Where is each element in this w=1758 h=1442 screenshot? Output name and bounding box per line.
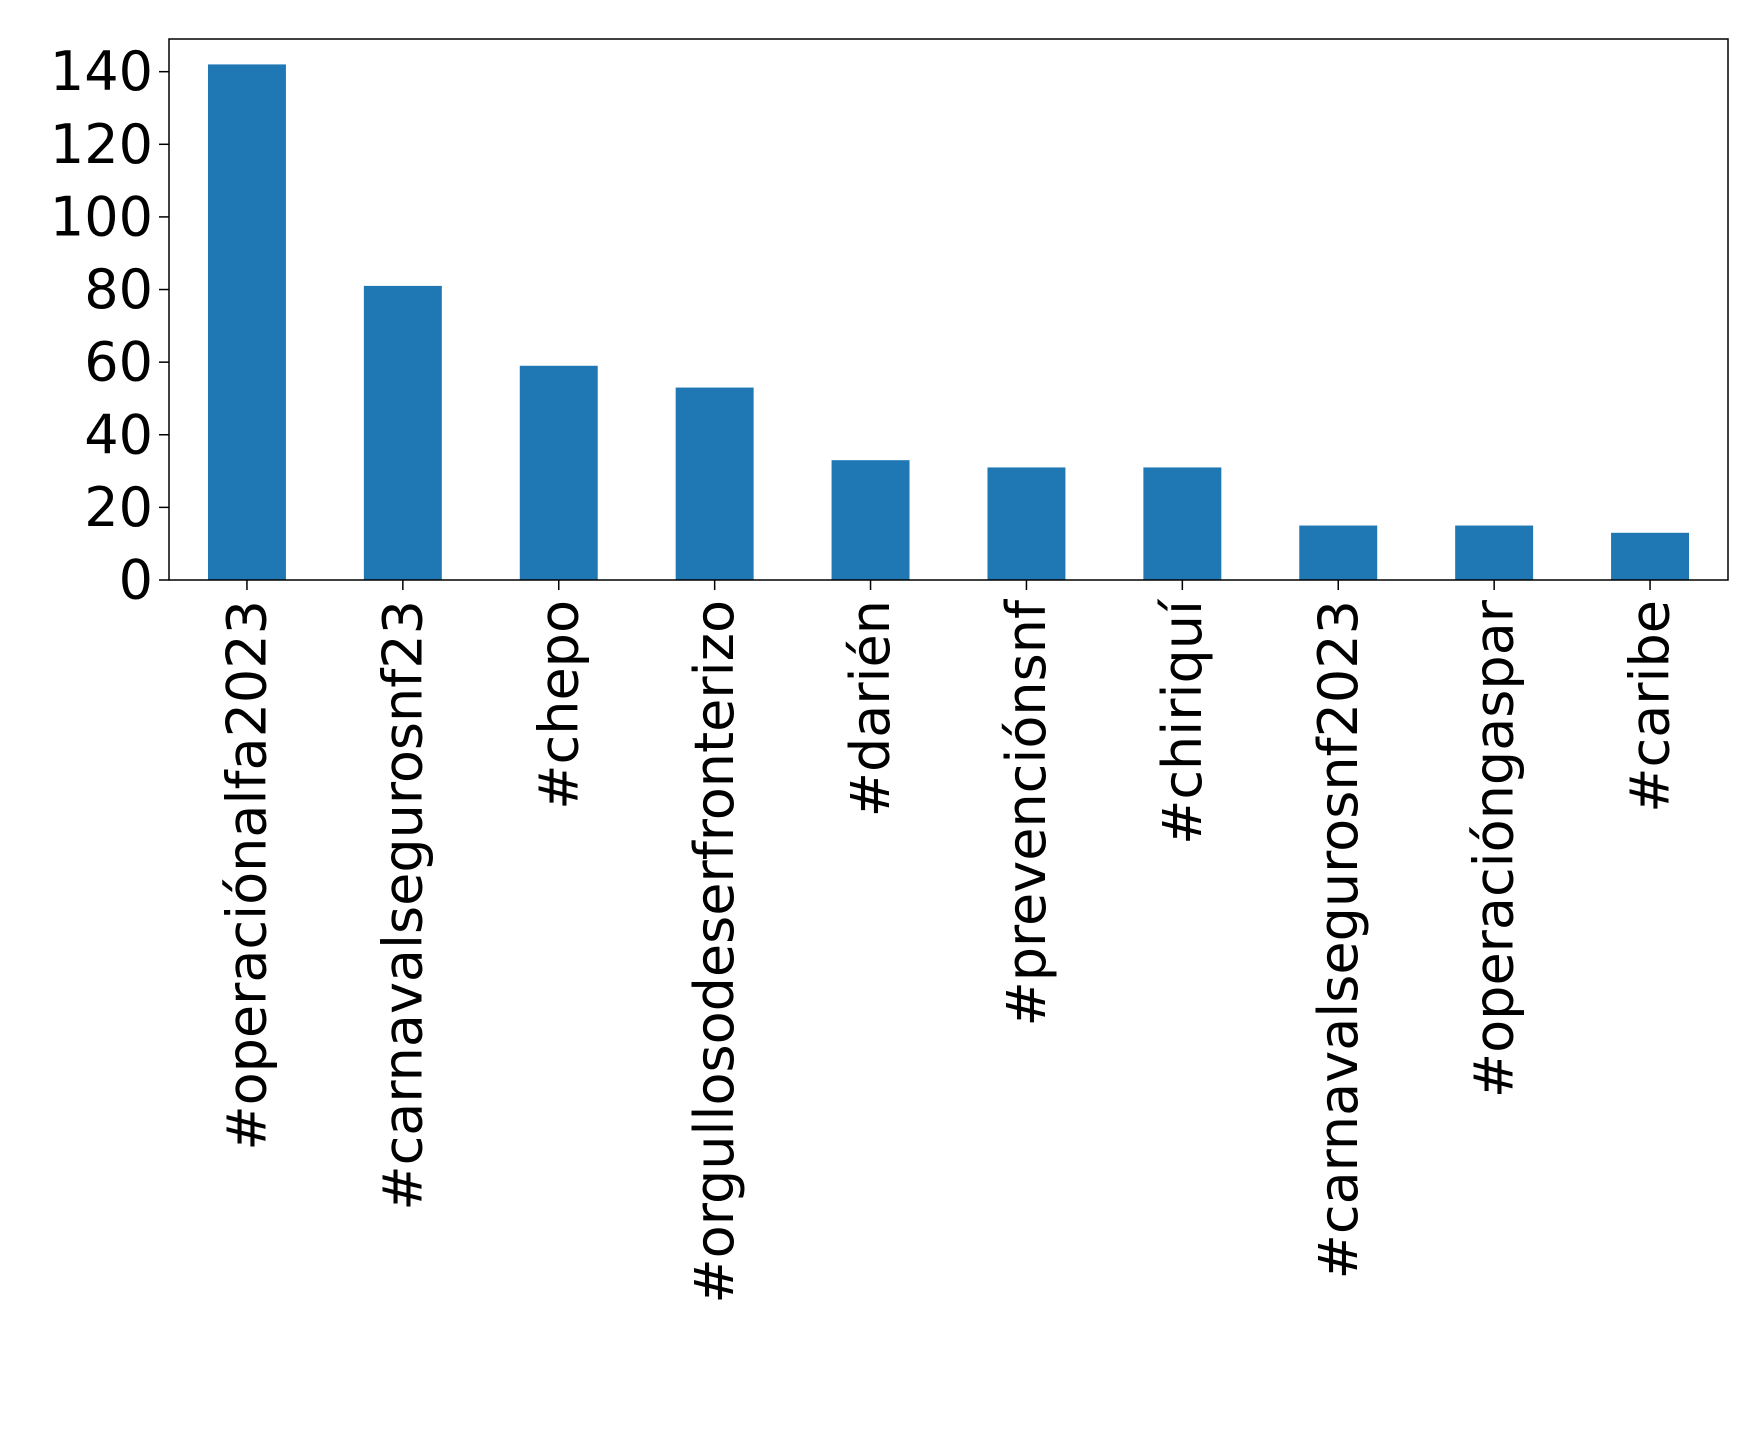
y-tick-label: 60 xyxy=(84,331,153,394)
y-tick-label: 40 xyxy=(84,403,153,466)
x-tick-label: #darién xyxy=(839,600,902,817)
bar xyxy=(831,460,910,580)
bar xyxy=(207,64,286,580)
y-tick-label: 80 xyxy=(84,258,153,321)
bar xyxy=(1455,525,1534,580)
x-tick-label: #carnavalsegurosnf23 xyxy=(371,600,434,1211)
x-tick-label: #orgullosodeserfronterizo xyxy=(683,600,746,1304)
y-tick-label: 0 xyxy=(119,549,153,612)
x-tick-label: #operaciónalfa2023 xyxy=(215,600,278,1151)
y-tick-label: 20 xyxy=(84,476,153,539)
x-tick-label: #chepo xyxy=(527,600,590,810)
x-tick-label: #operacióngaspar xyxy=(1463,599,1526,1098)
y-tick-label: 120 xyxy=(50,113,153,176)
x-tick-label: #carnavalsegurosnf2023 xyxy=(1307,600,1370,1279)
bar xyxy=(1611,532,1690,580)
bar xyxy=(1143,467,1222,580)
y-tick-label: 100 xyxy=(50,185,153,248)
plot-frame xyxy=(168,38,1729,581)
bar xyxy=(675,387,754,580)
y-tick-label: 140 xyxy=(50,40,153,103)
x-tick-label: #caribe xyxy=(1619,600,1682,813)
bar xyxy=(519,365,598,580)
bar xyxy=(1299,525,1378,580)
x-tick-label: #prevenciónsnf xyxy=(995,598,1058,1026)
x-tick-label: #chiriquí xyxy=(1151,598,1214,845)
bar xyxy=(363,285,442,580)
bar xyxy=(987,467,1066,580)
